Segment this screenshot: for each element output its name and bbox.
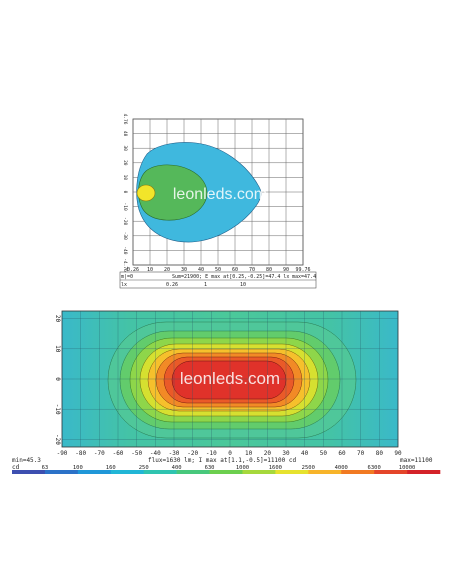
x-tick-label: 50 [215, 267, 221, 273]
x-tick-label: 10 [245, 450, 253, 457]
scale-label: 1600 [269, 465, 282, 471]
y-tick-label: 10 [122, 175, 128, 181]
illuminance-chart: leonleds.com 4.76 40 30 20 10 0 -10 -20 -30 -40 -4… [119, 114, 317, 289]
scale-swatch [12, 470, 46, 474]
scale-swatch [341, 470, 375, 474]
y-tick-label: -30 [122, 232, 128, 240]
x-tick-label: 60 [232, 267, 238, 273]
scale-label: 1000 [236, 465, 249, 471]
unit-label: cd [12, 464, 20, 471]
legend-value-2: 1 [204, 282, 207, 288]
scale-labels: 63 100 160 250 400 630 1000 1600 2500 4000 6300 100… [42, 465, 416, 471]
contour-region-high [136, 184, 156, 202]
y-tick-label: -20 [122, 217, 128, 225]
x-tick-label: -30 [169, 450, 180, 457]
x-tick-label: 0.26 [127, 267, 139, 273]
scale-label: 160 [106, 465, 116, 471]
x-tick-label: -20 [187, 450, 198, 457]
scale-label: 4000 [335, 465, 348, 471]
x-tick-label: 40 [198, 267, 204, 273]
color-scale-bar [12, 470, 441, 474]
scale-swatch [110, 470, 144, 474]
scale-label: 63 [42, 465, 49, 471]
x-tick-label: -70 [94, 450, 105, 457]
scale-swatch [374, 470, 408, 474]
max-label: max=47.4 [292, 274, 316, 280]
scale-label: 400 [172, 465, 182, 471]
stats-text: flux=1630 lm; I max at[1.1,-0.5]=11100 c… [148, 457, 296, 464]
x-tick-label: -90 [57, 450, 68, 457]
scale-swatch [77, 470, 112, 474]
x-tick-label: 99.76 [295, 267, 310, 273]
x-tick-label: 30 [282, 450, 290, 457]
x-tick-label: 40 [301, 450, 309, 457]
x-tick-label: 10 [147, 267, 153, 273]
scale-swatch [275, 470, 309, 474]
x-tick-labels: -90 -80 -70 -60 -50 -40 -30 -20 -10 0 10 20 30 40 50 60… [57, 450, 402, 457]
x-tick-label: 70 [357, 450, 365, 457]
scale-swatch [44, 470, 79, 474]
y-tick-label: 0 [122, 191, 128, 194]
legend-value-1: 0.26 [166, 282, 178, 288]
legend-unit: lx [121, 282, 127, 288]
watermark: leonleds.com [173, 186, 267, 203]
x-tick-label: 70 [249, 267, 255, 273]
y-tick-label: -10 [54, 404, 61, 415]
x-tick-label: -80 [75, 450, 86, 457]
scale-label: 10000 [399, 465, 416, 471]
y-tick-labels: 20 10 0 -10 -20 [54, 315, 61, 445]
y-tick-label: -4.76 [122, 258, 128, 272]
y-tick-label: 20 [122, 160, 128, 166]
corner-label: m|=0 [121, 274, 133, 280]
x-tick-label: -10 [206, 450, 217, 457]
y-tick-label: -40 [122, 246, 128, 254]
x-tick-label: -60 [113, 450, 124, 457]
contour-region-mid [138, 164, 208, 221]
y-tick-label: -10 [122, 203, 128, 211]
x-tick-label: 90 [283, 267, 289, 273]
scale-swatch [242, 470, 276, 474]
y-tick-label: -20 [54, 434, 61, 445]
scale-swatch [176, 470, 210, 474]
scale-swatch [308, 470, 342, 474]
x-tick-label: -50 [131, 450, 142, 457]
x-tick-label: 50 [320, 450, 328, 457]
y-tick-label: 10 [54, 345, 61, 353]
scale-label: 6300 [368, 465, 381, 471]
x-tick-label: 80 [266, 267, 272, 273]
watermark: leonleds.com [180, 369, 280, 388]
x-tick-label: 80 [376, 450, 384, 457]
x-tick-label: 90 [394, 450, 402, 457]
y-tick-label: 20 [54, 315, 61, 323]
y-tick-labels: 4.76 40 30 20 10 0 -10 -20 -30 -40 -4.76 [122, 114, 128, 272]
x-tick-label: 60 [338, 450, 346, 457]
scale-swatch [143, 470, 177, 474]
scale-label: 250 [139, 465, 149, 471]
x-tick-label: 30 [181, 267, 187, 273]
scale-label: 2500 [302, 465, 315, 471]
x-tick-label: 20 [164, 267, 170, 273]
scale-swatch [209, 470, 243, 474]
scale-swatch [407, 470, 441, 474]
y-tick-label: 40 [122, 131, 128, 137]
stats-text: Sum=21900; E max at[0.25,-0.25]=47.4 lx [172, 274, 289, 280]
grid [61, 311, 399, 447]
x-tick-labels: 0.26 10 20 30 40 50 60 70 80 90 99.76 [127, 267, 311, 273]
x-tick-label: 0 [228, 450, 232, 457]
x-tick-label: 20 [264, 450, 272, 457]
x-tick-label: -40 [150, 450, 161, 457]
y-tick-label: 0 [54, 377, 61, 381]
min-label: min=45.3 [12, 457, 41, 464]
scale-label: 630 [205, 465, 215, 471]
y-tick-label: 4.76 [122, 114, 128, 125]
scale-label: 100 [73, 465, 83, 471]
legend-value-3: 10 [240, 282, 246, 288]
y-tick-label: 30 [122, 145, 128, 151]
max-label: max=11100 [400, 457, 433, 464]
